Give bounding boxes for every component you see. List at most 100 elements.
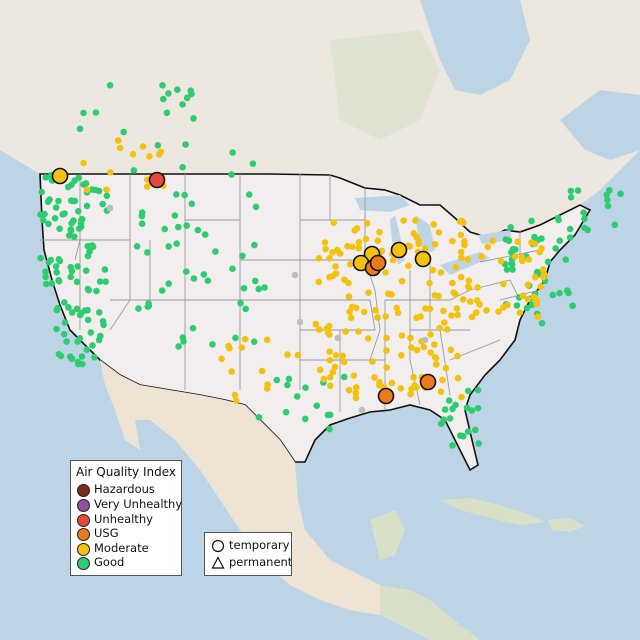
station-marker	[500, 280, 507, 288]
station-marker	[342, 328, 349, 335]
station-marker	[75, 208, 82, 215]
station-marker	[80, 109, 87, 117]
station-marker	[332, 270, 340, 277]
station-marker	[355, 239, 363, 246]
station-marker	[321, 239, 329, 246]
hudson-water	[420, 0, 530, 95]
station-marker	[345, 386, 353, 394]
station-marker	[468, 407, 476, 414]
station-marker	[435, 229, 443, 236]
station-marker	[334, 334, 342, 342]
station-marker	[394, 309, 402, 317]
station-marker	[232, 334, 239, 342]
station-marker	[179, 334, 187, 341]
temporary-site-marker	[414, 250, 432, 268]
station-marker	[562, 256, 569, 264]
station-marker	[160, 95, 167, 103]
station-marker	[507, 224, 514, 231]
station-marker	[263, 336, 271, 344]
station-marker	[453, 305, 461, 312]
station-marker	[181, 191, 188, 199]
station-marker	[229, 149, 236, 156]
aqi-legend: Air Quality Index Hazardous Very Unhealt…	[70, 460, 182, 576]
station-marker	[505, 237, 513, 245]
station-marker	[187, 87, 195, 94]
station-marker	[336, 250, 344, 257]
station-marker	[179, 163, 186, 171]
station-marker	[84, 316, 92, 324]
station-marker	[83, 202, 91, 210]
station-marker	[80, 159, 87, 167]
station-marker	[421, 336, 429, 344]
station-marker	[524, 295, 532, 303]
station-marker	[475, 440, 483, 447]
station-marker	[92, 186, 99, 194]
station-marker	[293, 393, 301, 400]
station-marker	[106, 204, 114, 212]
station-marker	[382, 313, 390, 320]
station-marker	[574, 187, 582, 194]
station-marker	[531, 273, 539, 281]
station-marker	[454, 311, 462, 319]
station-marker	[363, 220, 371, 227]
station-marker	[458, 254, 465, 261]
station-marker	[531, 233, 538, 241]
station-marker	[231, 391, 239, 399]
station-marker	[537, 283, 544, 290]
station-marker	[67, 273, 74, 281]
station-marker	[154, 142, 162, 149]
station-marker	[71, 233, 78, 240]
station-marker	[73, 305, 81, 313]
station-marker	[523, 304, 531, 312]
station-marker	[345, 293, 353, 300]
temporary-site-marker	[148, 171, 166, 189]
station-marker	[400, 217, 407, 224]
station-marker	[449, 279, 456, 287]
station-marker	[552, 245, 559, 252]
temporary-site-marker	[419, 373, 437, 391]
station-marker	[240, 285, 248, 292]
station-marker	[139, 143, 147, 150]
station-marker	[441, 406, 449, 413]
station-marker	[282, 408, 290, 416]
station-marker	[190, 115, 197, 122]
station-marker	[437, 269, 445, 276]
station-marker	[251, 241, 258, 249]
station-marker	[183, 94, 191, 102]
station-marker	[37, 254, 44, 262]
station-marker	[64, 183, 72, 191]
station-marker	[474, 404, 482, 412]
station-marker	[538, 235, 545, 242]
station-marker	[508, 260, 515, 268]
station-marker	[528, 239, 535, 246]
monitoring-stations	[37, 82, 624, 449]
station-marker	[389, 256, 397, 264]
station-marker	[75, 360, 82, 368]
station-marker	[326, 356, 334, 364]
station-marker	[326, 411, 334, 419]
station-marker	[437, 420, 445, 428]
station-marker	[212, 248, 219, 255]
station-marker	[103, 186, 110, 194]
station-marker	[158, 287, 166, 294]
station-marker	[509, 246, 517, 253]
temporary-site-marker	[390, 241, 408, 259]
station-marker	[296, 318, 304, 326]
station-marker	[138, 220, 146, 227]
station-marker	[76, 311, 84, 319]
station-marker	[312, 320, 320, 328]
moderate-swatch	[77, 543, 90, 556]
station-marker	[457, 248, 465, 256]
station-marker	[326, 374, 334, 381]
station-marker	[344, 242, 351, 250]
station-marker	[183, 222, 190, 229]
temporary-site-marker	[51, 167, 69, 185]
station-marker	[86, 248, 93, 255]
station-marker	[446, 415, 454, 422]
station-marker	[163, 109, 171, 117]
station-marker	[189, 324, 197, 332]
station-marker	[138, 209, 146, 216]
north-green-region	[330, 30, 440, 140]
station-marker	[331, 363, 339, 371]
station-type-legend: temporary permanent	[204, 532, 292, 576]
